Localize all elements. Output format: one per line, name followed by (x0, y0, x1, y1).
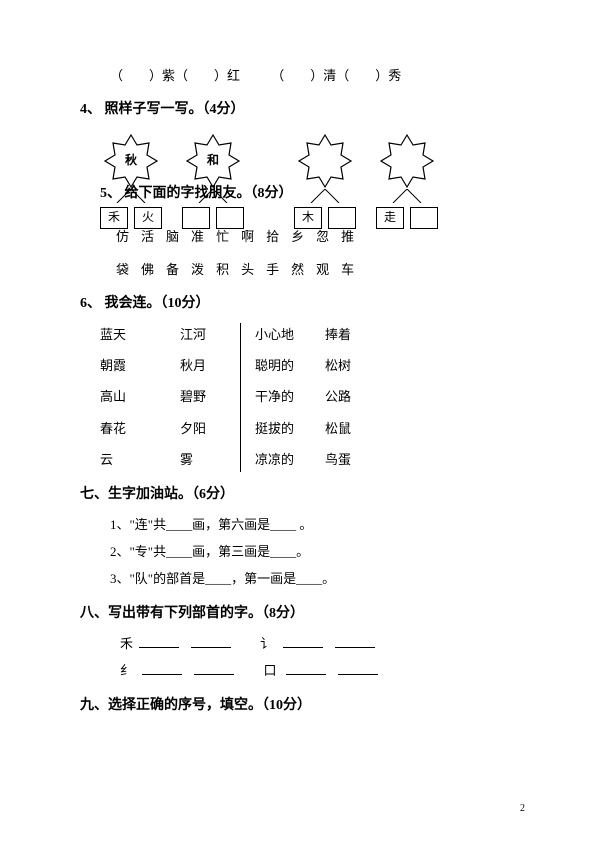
match-item: 夕阳 (180, 417, 240, 440)
q4-heading: 4、 照样子写一写。（4分） (80, 97, 515, 122)
char: 脑 (166, 229, 179, 244)
star-4 (379, 133, 435, 189)
char: 拾 (266, 229, 279, 244)
box-1a: 禾 (100, 207, 128, 229)
box-4b (410, 207, 438, 229)
q7-line-2: 2、"专"共____画，第三画是____。 (110, 540, 515, 563)
match-item: 聪明的 (255, 354, 325, 377)
q6-match: 蓝天朝霞高山春花云 江河秋月碧野夕阳雾 小心地聪明的干净的挺拔的凉凉的 捧着松树… (100, 323, 515, 472)
match-item: 雾 (180, 448, 240, 471)
q9-heading: 九、选择正确的序号，填空。（10分） (80, 693, 515, 718)
q7-body: 1、"连"共____画，第六画是____ 。 2、"专"共____画，第三画是_… (110, 513, 515, 591)
match-item: 松鼠 (325, 417, 385, 440)
q8-row1: 禾 讠 (120, 632, 515, 655)
q5-row2: 袋佛备泼积头手然观车 (110, 258, 515, 281)
q4-diagram: 5、 给下面的字找朋友。（8分） 秋 禾 火 和 (100, 133, 515, 229)
q7-heading: 七、生字加油站。（6分） (80, 482, 515, 507)
q7-line-1: 1、"连"共____画，第六画是____ 。 (110, 513, 515, 536)
char: 乡 (291, 229, 304, 244)
match-item: 挺拔的 (255, 417, 325, 440)
char: 手 (266, 262, 279, 277)
star-3 (297, 133, 353, 189)
char: 活 (141, 229, 154, 244)
box-2b (216, 207, 244, 229)
char: 积 (216, 262, 229, 277)
char: 泼 (191, 262, 204, 277)
match-item: 秋月 (180, 354, 240, 377)
char: 佛 (141, 262, 154, 277)
char: 准 (191, 229, 204, 244)
match-item: 干净的 (255, 385, 325, 408)
match-item: 高山 (100, 385, 180, 408)
q6-heading: 6、 我会连。（10分） (80, 291, 515, 316)
top-fill-line: （ ）紫（ ）红 （ ）清（ ）秀 (110, 64, 515, 87)
match-item: 捧着 (325, 323, 385, 346)
char: 车 (341, 262, 354, 277)
char: 头 (241, 262, 254, 277)
box-3a: 木 (294, 207, 322, 229)
match-item: 朝霞 (100, 354, 180, 377)
q5-heading-overlay: 5、 给下面的字找朋友。（8分） (100, 181, 293, 206)
q7-line-3: 3、"队"的部首是____，第一画是____。 (110, 567, 515, 590)
match-item: 江河 (180, 323, 240, 346)
box-2a (182, 207, 210, 229)
page-number: 2 (520, 803, 525, 814)
char: 忙 (216, 229, 229, 244)
char: 推 (341, 229, 354, 244)
match-item: 春花 (100, 417, 180, 440)
match-item: 云 (100, 448, 180, 471)
char: 啊 (241, 229, 254, 244)
box-1b: 火 (134, 207, 162, 229)
q8-heading: 八、写出带有下列部首的字。（8分） (80, 601, 515, 626)
match-item: 松树 (325, 354, 385, 377)
box-4a: 走 (376, 207, 404, 229)
char: 袋 (116, 262, 129, 277)
match-item: 碧野 (180, 385, 240, 408)
char: 然 (291, 262, 304, 277)
char: 观 (316, 262, 329, 277)
star-group-4: 走 (376, 133, 438, 229)
char: 仿 (116, 229, 129, 244)
match-item: 蓝天 (100, 323, 180, 346)
match-item: 公路 (325, 385, 385, 408)
match-item: 凉凉的 (255, 448, 325, 471)
char: 备 (166, 262, 179, 277)
match-item: 鸟蛋 (325, 448, 385, 471)
box-3b (328, 207, 356, 229)
char: 忽 (316, 229, 329, 244)
match-item: 小心地 (255, 323, 325, 346)
q8-row2: 纟 口 (120, 659, 515, 682)
star-group-3: 木 (294, 133, 356, 229)
